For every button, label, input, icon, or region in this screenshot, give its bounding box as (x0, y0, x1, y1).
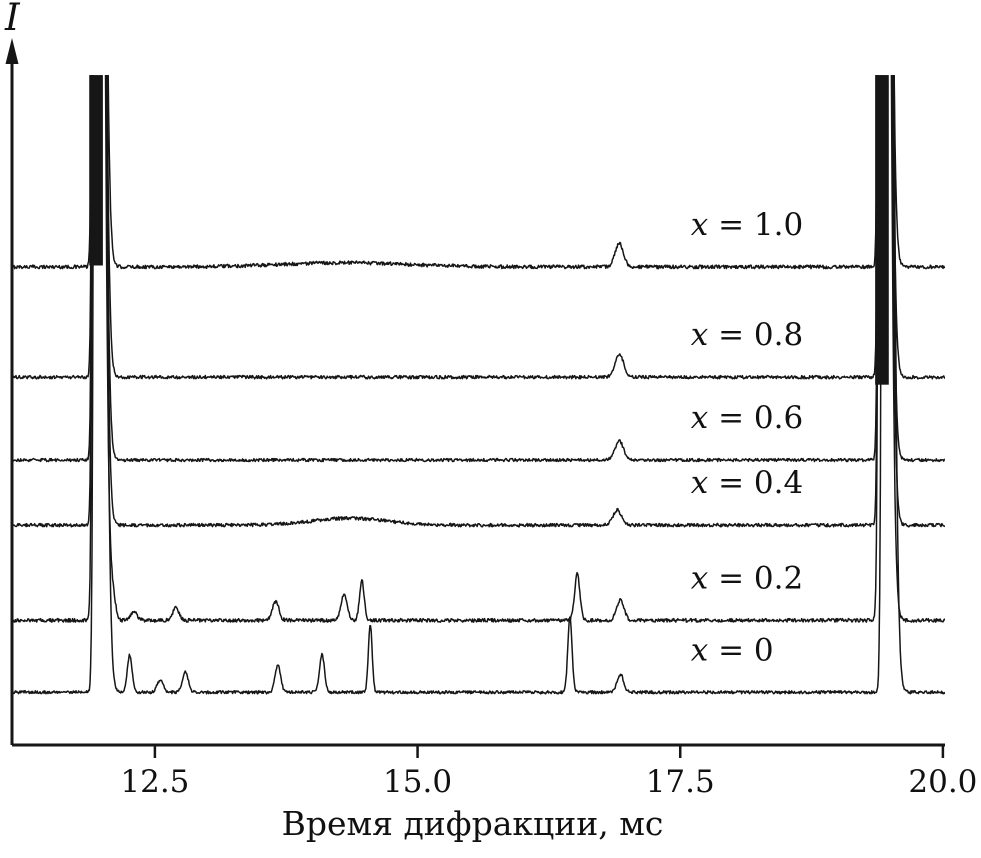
trace-x-0-6 (12, 75, 945, 463)
trace-x-0 (12, 75, 945, 695)
x-tick-label-12-5: 12.5 (120, 764, 189, 800)
x-axis-title: Время дифракции, мс (281, 804, 664, 843)
trace-x-0-2 (12, 75, 945, 623)
y-axis-arrow-icon (5, 38, 19, 64)
series-label-x-0-2: x = 0.2 (691, 560, 803, 596)
y-axis-title: I (5, 0, 20, 39)
trace-x-0-8 (12, 75, 945, 380)
series-label-x-0-8: x = 0.8 (691, 317, 803, 353)
saturated-peak-bar-2 (875, 75, 889, 385)
saturated-peak-bar-1 (89, 75, 103, 266)
x-tick-label-20-0: 20.0 (908, 764, 977, 800)
trace-x-0-4 (12, 75, 945, 528)
x-tick-label-17-5: 17.5 (646, 764, 715, 800)
series-label-x-0: x = 0 (691, 632, 774, 668)
x-tick-label-15-0: 15.0 (383, 764, 452, 800)
series-label-x-1-0: x = 1.0 (691, 207, 803, 243)
trace-x-1-0 (12, 75, 945, 270)
series-label-x-0-4: x = 0.4 (691, 465, 803, 501)
traces-group (12, 75, 945, 695)
series-label-x-0-6: x = 0.6 (691, 400, 803, 436)
